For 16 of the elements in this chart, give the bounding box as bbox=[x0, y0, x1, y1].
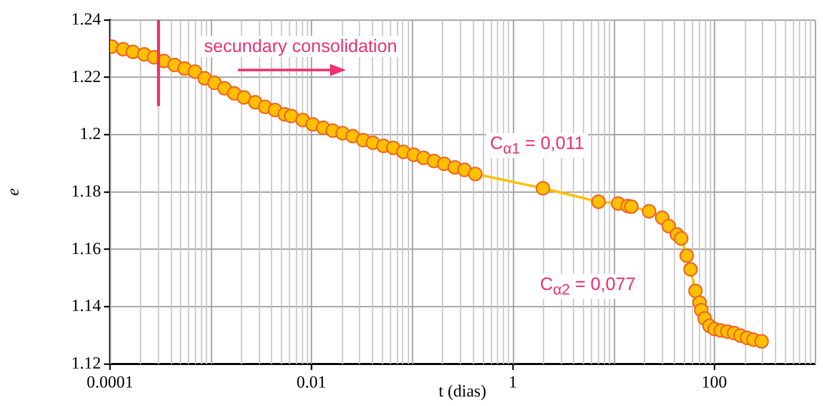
y-tick-label: 1.12 bbox=[71, 353, 101, 372]
y-tick-label: 1.18 bbox=[71, 181, 101, 200]
x-tick-label: 0.01 bbox=[296, 372, 326, 392]
y-tick-label: 1.22 bbox=[71, 66, 101, 86]
y-tick-label: 1.2 bbox=[80, 124, 101, 144]
x-tick-label: 100 bbox=[702, 372, 728, 392]
annotation: secundary consolidation bbox=[200, 36, 402, 57]
y-tick-label: 1.14 bbox=[71, 296, 102, 316]
y-tick-label: 1.24 bbox=[71, 9, 102, 28]
x-tick-label: 1 bbox=[508, 372, 518, 392]
y-axis-title: e bbox=[4, 188, 23, 196]
annotation: C$_{α1}$ = 0,011 bbox=[486, 133, 588, 158]
y-tick-label: 1.16 bbox=[71, 238, 101, 258]
x-tick-label: 0.0001 bbox=[86, 372, 134, 392]
annotation: C$_{α2}$ = 0,077 bbox=[536, 274, 640, 299]
x-axis-title: t (dias) bbox=[438, 381, 486, 400]
